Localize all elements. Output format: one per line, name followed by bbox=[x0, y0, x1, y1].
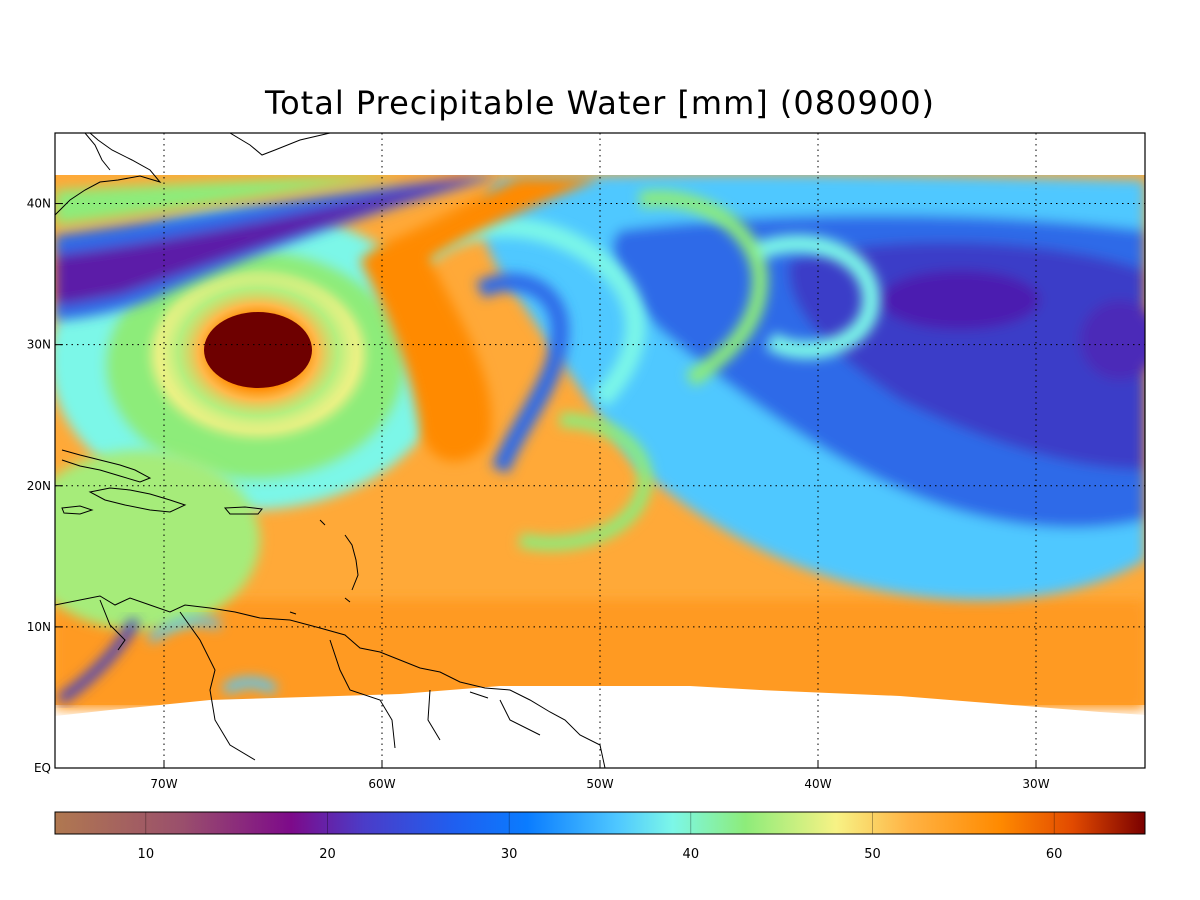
longitude-tick-labels: 70W 60W 50W 40W 30W bbox=[150, 777, 1049, 791]
field-swirl-cyan-2 bbox=[757, 234, 881, 359]
colorbar-ticks: 10 20 30 40 50 60 bbox=[138, 812, 1063, 862]
lat-tick-label-3: 30N bbox=[27, 338, 51, 352]
field-north-green-band bbox=[55, 176, 400, 225]
coastline-south-america bbox=[55, 595, 606, 768]
coastline-hispaniola bbox=[88, 487, 187, 513]
colorbar-tick-label-2: 30 bbox=[501, 847, 518, 862]
precipitable-water-field bbox=[55, 133, 1145, 768]
lon-tick-label-3: 40W bbox=[804, 777, 831, 791]
colorbar-tick-label-1: 20 bbox=[319, 847, 336, 862]
coastline-cuba bbox=[61, 449, 152, 483]
lat-tick-label-4: 40N bbox=[27, 197, 51, 211]
coastline-north-america bbox=[55, 133, 162, 216]
coastline-puerto-rico bbox=[223, 506, 263, 515]
field-swirl-green-1 bbox=[638, 190, 769, 387]
coastline-nova-scotia bbox=[229, 133, 331, 156]
field-dry-east-purple-2 bbox=[1080, 300, 1145, 380]
lat-tick-label-0: EQ bbox=[34, 761, 51, 775]
field-moisture-plume bbox=[360, 178, 600, 462]
field-swirl-blue-1 bbox=[475, 273, 570, 474]
field-dry-east-purple bbox=[880, 270, 1040, 330]
field-swirl-green-2 bbox=[518, 413, 653, 551]
coastline-jamaica bbox=[61, 505, 94, 515]
lat-tick-label-2: 20N bbox=[27, 479, 51, 493]
field-hurricane-core bbox=[204, 312, 312, 388]
grid-lines bbox=[55, 133, 1145, 768]
lat-tick-label-1: 10N bbox=[27, 620, 51, 634]
colorbar-tick-label-5: 60 bbox=[1046, 847, 1063, 862]
field-sa-streak-3 bbox=[147, 617, 222, 644]
lon-tick-label-1: 60W bbox=[368, 777, 395, 791]
colorbar-tick-label-4: 50 bbox=[864, 847, 881, 862]
lon-tick-label-0: 70W bbox=[150, 777, 177, 791]
field-sa-streak-2 bbox=[222, 677, 278, 695]
coastline-antilles bbox=[289, 519, 359, 615]
colorbar-tick-label-0: 10 bbox=[138, 847, 155, 862]
lon-tick-label-4: 30W bbox=[1022, 777, 1049, 791]
coastline-borders bbox=[99, 599, 541, 761]
map-title: Total Precipitable Water [mm] (080900) bbox=[264, 84, 935, 122]
map-frame bbox=[54, 132, 1146, 769]
field-sa-streak-1 bbox=[57, 617, 140, 705]
coastlines bbox=[55, 133, 606, 768]
field-north-purple-band bbox=[55, 178, 480, 305]
colorbar-tick-label-3: 40 bbox=[683, 847, 700, 862]
field-north-blue-band bbox=[55, 176, 500, 320]
field-caribbean-green bbox=[55, 450, 260, 630]
colorbar bbox=[54, 811, 1146, 835]
latitude-tick-labels: EQ 10N 20N 30N 40N bbox=[27, 197, 51, 775]
lon-tick-label-2: 50W bbox=[586, 777, 613, 791]
